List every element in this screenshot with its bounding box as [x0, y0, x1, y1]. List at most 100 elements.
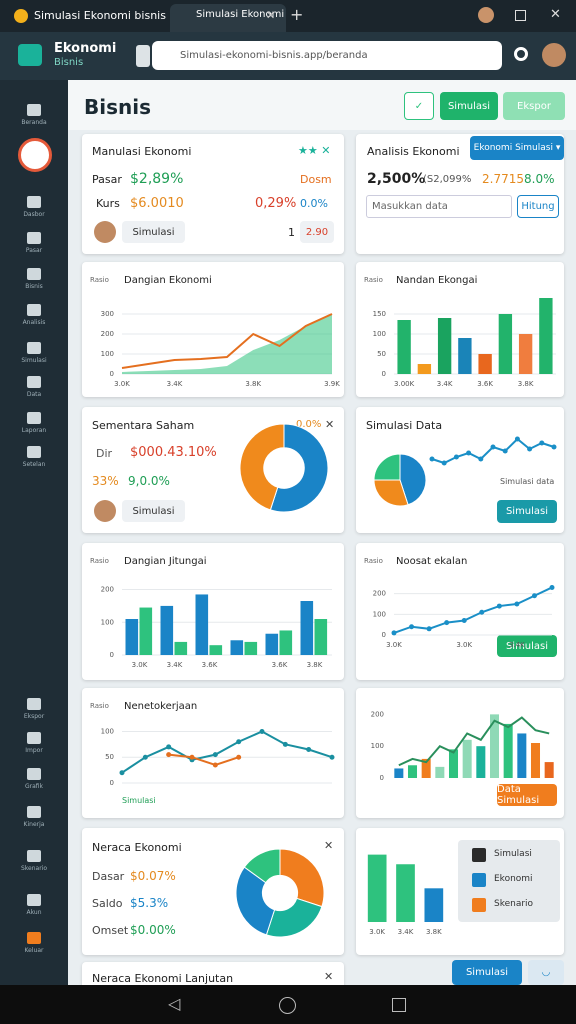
user-pill[interactable]: Simulasi: [122, 221, 185, 243]
settings[interactable]: [514, 47, 528, 61]
bar: [462, 739, 472, 778]
value: (S2,099%: [423, 174, 472, 185]
point: [306, 747, 312, 752]
dropdown[interactable]: Ekonomi Simulasi ▾: [470, 136, 564, 160]
close[interactable]: ✕: [324, 970, 334, 983]
bar: [265, 633, 279, 655]
line: [393, 586, 553, 634]
slice: [239, 423, 285, 511]
button[interactable]: Hitung: [517, 195, 559, 218]
x-tick-label: 3.4K: [167, 661, 183, 669]
nav-home[interactable]: [279, 997, 296, 1014]
input-placeholder[interactable]: Masukkan data: [372, 201, 448, 212]
tab-title[interactable]: Simulasi Ekonomi bisnis: [34, 9, 166, 22]
card-title: Neraca Ekonomi: [92, 841, 182, 854]
sidebar-icon: [27, 932, 41, 944]
button[interactable]: Data Simulasi: [497, 784, 557, 806]
legend-swatch: [472, 898, 486, 912]
sidebar-icon: [27, 376, 41, 388]
y-tick-label: 100: [373, 610, 386, 618]
tab-title[interactable]: Simulasi Ekonomi: [196, 9, 285, 20]
input[interactable]: [366, 195, 512, 218]
sidebar-icon: [27, 342, 41, 354]
app-logo: [18, 44, 42, 66]
point: [212, 762, 218, 768]
point: [496, 603, 502, 609]
legend-swatch: [472, 848, 486, 862]
chart: [239, 423, 329, 513]
nav-button[interactable]: [136, 45, 150, 67]
point: [391, 630, 397, 636]
nav-back[interactable]: ◁: [168, 994, 181, 1013]
sidebar-icon: [27, 196, 41, 208]
y-axis-label: Rasio: [90, 557, 109, 565]
new-tab[interactable]: +: [290, 5, 304, 24]
sidebar-icon: [27, 850, 41, 862]
close[interactable]: ✕: [550, 7, 561, 22]
app-name: Ekonomi: [54, 41, 117, 56]
point: [212, 752, 218, 758]
sidebar-icon: [27, 894, 41, 906]
chart-title: Nenetokerjaan: [124, 701, 197, 712]
header-button[interactable]: Simulasi: [440, 92, 498, 120]
close[interactable]: ✕: [325, 418, 335, 431]
note: Simulasi data: [500, 477, 555, 486]
badge: 2.90: [300, 221, 334, 243]
bar: [518, 334, 533, 374]
row-value: $0.00%: [130, 923, 176, 937]
sidebar-icon: [27, 232, 41, 244]
tab-active[interactable]: [170, 4, 286, 32]
maximize[interactable]: [515, 10, 526, 21]
bar: [458, 338, 472, 374]
avatar[interactable]: [542, 43, 566, 67]
user-pill[interactable]: Simulasi: [122, 500, 185, 522]
close[interactable]: ✕: [324, 839, 334, 852]
y-tick-label: 300: [101, 310, 114, 318]
button[interactable]: Simulasi: [452, 960, 522, 985]
row-label: Saldo: [92, 897, 123, 910]
sidebar-avatar[interactable]: [18, 138, 52, 172]
bar: [424, 888, 444, 922]
check-button[interactable]: ✓: [404, 92, 434, 120]
tab-close[interactable]: ✕: [266, 9, 276, 22]
bar: [530, 743, 541, 778]
line: [398, 716, 550, 767]
y-axis-label: Rasio: [90, 276, 109, 284]
y-tick-label: 200: [373, 590, 386, 598]
bar: [230, 640, 244, 655]
y-axis-label: Rasio: [364, 557, 383, 565]
point: [166, 752, 172, 758]
y-tick-label: 0: [110, 779, 114, 787]
slice: [265, 897, 323, 938]
header-button[interactable]: Ekspor: [503, 92, 565, 120]
dropdown-label[interactable]: Ekonomi Simulasi: [473, 143, 553, 153]
sidebar-icon: [27, 732, 41, 744]
bar: [244, 641, 258, 655]
sidebar-label: Akun: [26, 909, 42, 916]
bar: [539, 298, 553, 374]
icon-button[interactable]: ◡: [528, 960, 564, 985]
button[interactable]: Simulasi: [497, 635, 557, 657]
x-tick-label: 3.0K: [386, 641, 402, 649]
x-tick-label: 3.4K: [509, 641, 525, 649]
card-title: Manulasi Ekonomi: [92, 145, 192, 158]
url[interactable]: Simulasi-ekonomi-bisnis.app/beranda: [180, 50, 368, 61]
y-axis-label: Rasio: [364, 276, 383, 284]
point: [189, 754, 195, 760]
sidebar-icon: [27, 304, 41, 316]
stars[interactable]: ★★ ✕: [298, 144, 331, 157]
line: [121, 730, 333, 774]
bar: [544, 762, 554, 778]
button[interactable]: Simulasi: [497, 500, 557, 523]
chart-title: Dangian Jitungai: [124, 556, 207, 567]
nav-recent[interactable]: [392, 998, 406, 1012]
app-subtitle: Bisnis: [54, 57, 84, 68]
profile[interactable]: [478, 7, 494, 23]
page-title: Bisnis: [84, 95, 152, 119]
url-bar[interactable]: [152, 41, 502, 70]
point: [236, 754, 242, 760]
legend-label: Ekonomi: [494, 874, 533, 884]
row-value: $6.0010: [130, 196, 184, 211]
y-tick-label: 0: [382, 370, 386, 378]
point: [551, 444, 557, 450]
